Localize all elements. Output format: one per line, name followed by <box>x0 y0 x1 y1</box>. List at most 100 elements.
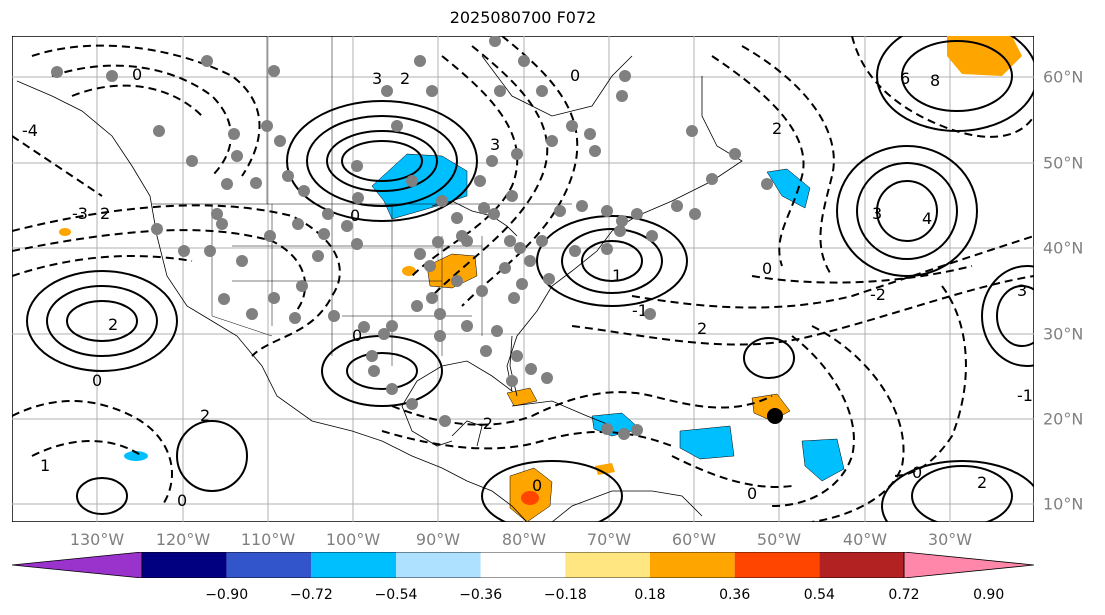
station-dot <box>566 120 578 132</box>
station-dot <box>268 292 280 304</box>
yucatan <box>451 420 483 447</box>
contour-label-k: 2 <box>108 315 118 334</box>
colorbar-tick-label: −0.54 <box>374 587 418 603</box>
dashed-north-2 <box>51 64 232 177</box>
weather-map: 3 2 0 -4 1 0 -2 -1 2 0 2 0 2 -2 0 0 0 6 … <box>12 36 1034 522</box>
station-dot <box>506 190 518 202</box>
station-dot <box>541 372 553 384</box>
station-dot <box>506 375 518 387</box>
station-dot <box>358 321 370 333</box>
high-north-atlantic-3 <box>836 145 978 277</box>
station-dot <box>414 55 426 67</box>
high-east-atlantic-south-1 <box>911 465 1013 522</box>
station-dot <box>536 85 548 97</box>
coastlines <box>16 55 743 522</box>
station-dot <box>504 235 516 247</box>
station-dot <box>480 345 492 357</box>
colorbar-extend-high <box>903 552 1034 578</box>
colorbar-segment <box>565 552 650 578</box>
dashed-atlantic-3 <box>631 235 1034 309</box>
station-dot <box>268 65 280 77</box>
station-dot <box>368 365 380 377</box>
dashed-trough-2 <box>12 229 306 317</box>
high-pacific-3 <box>26 270 178 372</box>
colorbar-tick-label: −0.72 <box>289 587 333 603</box>
station-dot <box>476 285 488 297</box>
contour-label-q: 0 <box>912 463 922 482</box>
high-gulf-1 <box>346 352 418 390</box>
colorbar-outline <box>141 552 905 578</box>
station-dot <box>381 85 393 97</box>
lon-label-50w: 50°W <box>756 530 802 549</box>
station-dot <box>508 292 520 304</box>
colorbar-tick-label: 0.90 <box>973 587 1005 603</box>
station-dot <box>178 245 190 257</box>
station-dot <box>296 280 308 292</box>
dashed-trough-3 <box>12 255 193 277</box>
station-dot <box>451 275 463 287</box>
contour-label-u: 3 <box>872 204 882 223</box>
station-dot <box>614 225 626 237</box>
contour-label-j: 0 <box>352 326 362 345</box>
station-dot <box>231 150 243 162</box>
station-dot <box>352 192 364 204</box>
contour-label-v: -3 <box>72 204 88 223</box>
dashed-north-1 <box>31 44 261 177</box>
dashed-pacific-south-1 <box>12 400 173 507</box>
lat-label-20n: 20°N <box>1043 409 1084 429</box>
station-dot <box>406 175 418 187</box>
lon-label-60w: 60°W <box>671 530 717 549</box>
colorbar-tick-label: 0.54 <box>803 587 835 603</box>
high-north-atlantic-2 <box>856 162 958 260</box>
station-dot <box>689 208 701 220</box>
station-dot <box>366 350 378 362</box>
station-dot <box>153 125 165 137</box>
station-dot <box>616 90 628 102</box>
orange-area-venezuela <box>595 463 615 475</box>
station-dot <box>729 148 741 160</box>
station-dot <box>378 328 390 340</box>
colorbar-tick-label: −0.18 <box>543 587 587 603</box>
dashed-pacific-south-2 <box>31 440 143 457</box>
contour-label-y: 0 <box>570 66 580 85</box>
contour-label-r: 6 <box>900 69 910 88</box>
colorbar-tick-label: 0.36 <box>719 587 751 603</box>
contour-label-i: 2 <box>697 319 707 338</box>
contour-label-af: 2 <box>977 473 987 492</box>
dashed-north-3 <box>71 84 203 117</box>
contour-label-x: 3 <box>490 135 500 154</box>
high-central-us-3 <box>286 100 478 222</box>
south-america <box>551 490 703 522</box>
high-pacific-2 <box>46 285 158 357</box>
station-dot <box>186 155 198 167</box>
station-dot <box>761 178 773 190</box>
high-atlantic-small <box>743 337 795 379</box>
station-dot <box>211 208 223 220</box>
station-dot <box>432 236 444 248</box>
colorbar-segment <box>396 552 481 578</box>
dashed-east-2 <box>431 45 549 297</box>
contour-label-c: 0 <box>132 65 142 84</box>
station-dot <box>292 218 304 230</box>
contour-label-p: 0 <box>747 484 757 503</box>
cuba <box>511 400 613 427</box>
high-central-us-2 <box>306 115 458 207</box>
contour-label-w: 2 <box>100 204 110 223</box>
station-dot <box>250 177 262 189</box>
dashed-south-atlantic-3 <box>671 455 793 488</box>
hudson-bay <box>481 55 633 117</box>
colorbar-segment <box>142 552 227 578</box>
high-azores-2 <box>981 265 1034 367</box>
dashed-atlantic-4 <box>571 275 1034 346</box>
lat-label-50n: 50°N <box>1043 153 1084 173</box>
station-dot <box>312 250 324 262</box>
contour-label-s: 8 <box>930 71 940 90</box>
colorbar-tick-label: 0.72 <box>888 587 920 603</box>
station-dot <box>414 248 426 260</box>
station-dot <box>589 145 601 157</box>
station-dot <box>686 125 698 137</box>
dashed-greenland-1 <box>851 36 1034 138</box>
dashed-south-atlantic-1 <box>771 335 855 507</box>
station-dot <box>499 262 511 274</box>
north-america-west-coast <box>16 80 528 522</box>
